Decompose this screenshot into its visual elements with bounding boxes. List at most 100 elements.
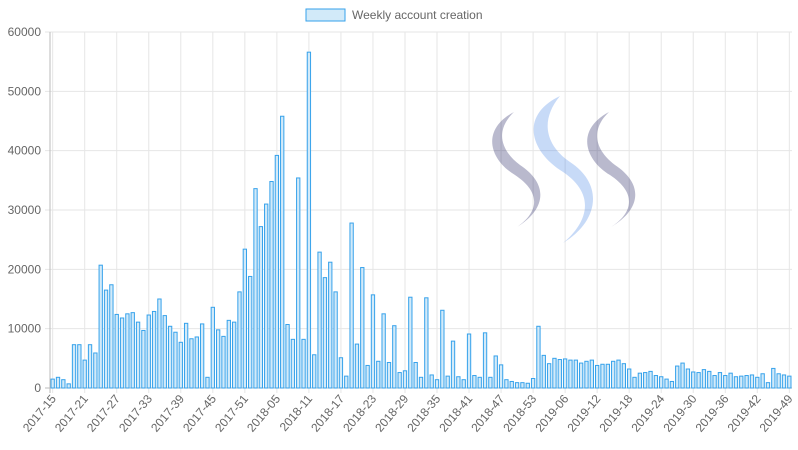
bar[interactable] [536,325,541,389]
bar[interactable] [627,368,632,389]
bar[interactable] [322,277,328,389]
bar[interactable] [210,306,215,389]
bar[interactable] [723,375,728,389]
bar[interactable] [557,359,562,389]
bar[interactable] [55,376,61,389]
bar[interactable] [269,181,274,389]
bar[interactable] [328,261,333,389]
bar[interactable] [87,344,93,389]
bar[interactable] [397,372,402,389]
bar[interactable] [637,372,643,389]
bar[interactable] [360,267,365,389]
bar[interactable] [141,329,146,389]
bar[interactable] [189,338,194,389]
bar[interactable] [232,321,237,389]
legend-label[interactable]: Weekly account creation [352,8,483,22]
bar[interactable] [338,357,344,389]
bar[interactable] [728,372,733,389]
bar[interactable] [183,322,189,389]
bar[interactable] [573,359,578,389]
bar[interactable] [130,312,135,389]
bar[interactable] [760,373,765,389]
bar[interactable] [285,324,290,389]
bar[interactable] [701,369,707,389]
bar[interactable] [248,275,253,389]
bar[interactable] [50,378,55,389]
bar[interactable] [418,376,424,389]
bar[interactable] [643,372,648,389]
bar[interactable] [675,365,680,389]
bar[interactable] [440,309,445,389]
bar[interactable] [82,359,87,389]
bar[interactable] [114,313,119,389]
bar[interactable] [226,319,231,389]
bar[interactable] [93,352,98,389]
bar[interactable] [408,296,413,389]
bar[interactable] [717,372,723,389]
bar[interactable] [109,284,114,389]
bar[interactable] [755,376,760,389]
bar[interactable] [477,376,482,389]
bar[interactable] [392,325,397,389]
bar[interactable] [98,264,103,389]
bar[interactable] [493,355,498,389]
bar[interactable] [781,374,787,389]
bar[interactable] [488,376,493,389]
bar[interactable] [520,382,525,389]
bar[interactable] [739,375,744,389]
bar[interactable] [530,378,536,389]
bar[interactable] [413,361,418,389]
bar[interactable] [386,361,392,389]
bar[interactable] [216,329,221,389]
bar[interactable] [199,323,205,389]
bar[interactable] [632,376,637,389]
bar[interactable] [562,358,568,389]
bar[interactable] [659,376,664,389]
bar[interactable] [242,248,248,389]
bar[interactable] [461,379,466,389]
bar[interactable] [125,313,130,389]
bar[interactable] [61,379,66,389]
bar[interactable] [157,298,162,389]
bar[interactable] [589,359,594,389]
bar[interactable] [605,363,610,389]
bar[interactable] [77,344,82,389]
bar[interactable] [696,372,701,389]
bar[interactable] [370,294,376,389]
bar[interactable] [365,364,370,389]
bar[interactable] [595,364,600,389]
bar[interactable] [205,376,210,389]
bar[interactable] [584,360,589,389]
bar[interactable] [173,331,178,389]
bar[interactable] [600,363,605,389]
bar[interactable] [296,177,301,389]
bar[interactable] [541,354,546,389]
bar[interactable] [354,343,360,389]
bar[interactable] [472,375,477,389]
bar[interactable] [119,317,125,389]
legend-swatch[interactable] [305,8,346,22]
bar[interactable] [376,360,381,389]
bar[interactable] [221,335,226,389]
bar[interactable] [749,374,755,389]
bar[interactable] [568,359,573,389]
bar[interactable] [691,371,696,389]
bar[interactable] [434,379,440,389]
bar[interactable] [680,362,685,389]
bar[interactable] [482,332,488,389]
bar[interactable] [253,188,258,389]
bar[interactable] [546,363,552,389]
legend[interactable]: Weekly account creation [305,8,483,22]
bar[interactable] [733,376,739,389]
bar[interactable] [744,375,749,389]
bar[interactable] [66,383,71,389]
bar[interactable] [450,340,456,389]
bar[interactable] [466,333,472,389]
bar[interactable] [456,376,461,389]
bar[interactable] [71,344,77,389]
bar[interactable] [280,115,285,389]
bar[interactable] [103,289,109,389]
bar[interactable] [146,314,151,389]
bar[interactable] [776,373,781,389]
bar[interactable] [402,370,408,389]
